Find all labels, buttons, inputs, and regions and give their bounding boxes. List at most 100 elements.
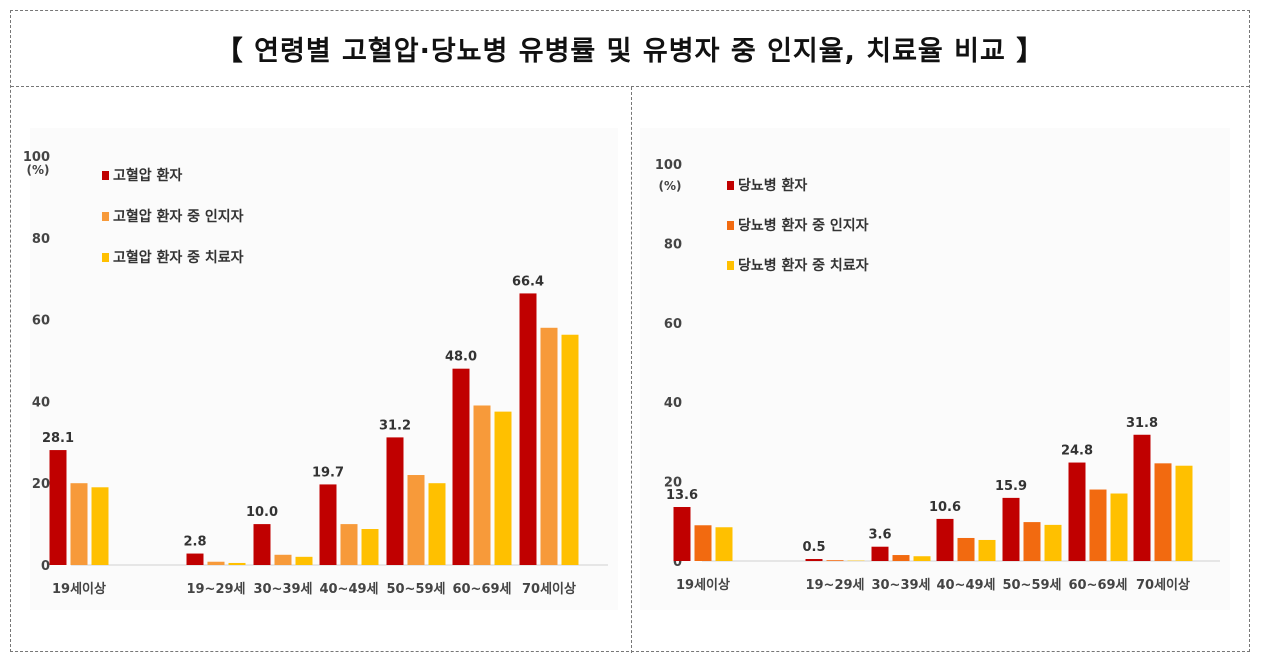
y-tick-label: 60 — [664, 317, 682, 332]
x-tick-label: 30~39세 — [253, 582, 312, 597]
hypertension-chart: 0 20 40 60 80 100(%) 28.1 2.8 10.0 19.7 31.2 48.0 66… — [23, 128, 618, 610]
bar — [1044, 524, 1062, 561]
bar — [957, 537, 975, 561]
diabetes-chart: 0 20 40 60 80 100 (%) 13.6 0.5 3.6 10.6 15.9 24.8 31.… — [640, 128, 1230, 610]
bar — [407, 475, 425, 565]
figure-frame: 【 연령별 고혈압·당뇨병 유병률 및 유병자 중 인지율, 치료율 비교 】 — [10, 10, 1250, 653]
x-tick-label: 70세이상 — [1136, 577, 1190, 593]
y-tick-label: 20 — [32, 477, 50, 492]
x-tick-label: 50~59세 — [1002, 578, 1061, 593]
legend-label: 고혈압 환자 중 인지자 — [113, 208, 244, 225]
bar — [936, 518, 954, 561]
bar — [1068, 462, 1086, 561]
panel-divider — [631, 87, 632, 653]
legend-swatch — [727, 261, 734, 270]
x-tick-label: 30~39세 — [871, 578, 930, 593]
bar — [91, 487, 109, 565]
y-tick-label: 100 — [655, 158, 682, 173]
bar — [1175, 465, 1193, 561]
legend-label: 고혈압 환자 — [113, 167, 182, 184]
data-label: 15.9 — [995, 479, 1027, 494]
bar — [715, 527, 733, 561]
y-tick-label: 0 — [41, 559, 50, 574]
y-axis-unit: (%) — [659, 179, 682, 193]
bar — [871, 546, 889, 561]
bar — [978, 539, 996, 561]
x-tick-label: 60~69세 — [452, 582, 511, 597]
bar — [49, 450, 67, 565]
y-tick-label: 80 — [664, 237, 682, 252]
bar — [253, 524, 271, 565]
title-row: 【 연령별 고혈압·당뇨병 유병률 및 유병자 중 인지율, 치료율 비교 】 — [11, 11, 1249, 87]
bar — [694, 525, 712, 561]
bar — [428, 483, 446, 565]
y-tick-label: 100 — [23, 150, 50, 165]
bar — [519, 293, 537, 565]
x-tick-label: 40~49세 — [319, 582, 378, 597]
legend-label: 당뇨병 환자 중 치료자 — [738, 257, 869, 274]
data-label: 3.6 — [868, 528, 891, 543]
bar — [892, 555, 910, 561]
bar — [70, 483, 88, 565]
y-tick-label: 0 — [673, 555, 682, 570]
x-tick-label: 19세이상 — [676, 577, 730, 593]
bar — [340, 524, 358, 565]
y-tick-label: 20 — [664, 476, 682, 491]
legend-label: 당뇨병 환자 중 인지자 — [738, 217, 869, 234]
page-title: 【 연령별 고혈압·당뇨병 유병률 및 유병자 중 인지율, 치료율 비교 】 — [215, 36, 1045, 67]
bar — [805, 559, 823, 561]
x-tick-label: 19~29세 — [186, 582, 245, 597]
bar — [913, 556, 931, 561]
x-tick-label: 50~59세 — [386, 582, 445, 597]
x-tick-label: 19~29세 — [805, 578, 864, 593]
bar — [1002, 497, 1020, 561]
legend-swatch — [727, 221, 734, 230]
y-tick-label: 60 — [32, 314, 50, 329]
bar — [673, 507, 691, 561]
bar — [274, 554, 292, 565]
legend-label: 고혈압 환자 중 치료자 — [113, 249, 244, 266]
data-label: 19.7 — [312, 465, 344, 480]
plot-area — [640, 128, 1230, 610]
bar — [386, 437, 404, 565]
x-tick-label: 70세이상 — [522, 581, 576, 597]
bar — [186, 553, 204, 565]
data-label: 66.4 — [512, 274, 544, 289]
data-label: 24.8 — [1061, 444, 1093, 459]
data-label: 31.2 — [379, 418, 411, 433]
bar — [1110, 493, 1128, 561]
legend-label: 당뇨병 환자 — [738, 177, 807, 194]
y-tick-label: 80 — [32, 232, 50, 247]
x-tick-label: 19세이상 — [52, 581, 106, 597]
bar — [295, 556, 313, 565]
x-tick-label: 40~49세 — [936, 578, 995, 593]
data-label: 48.0 — [445, 350, 477, 365]
legend-swatch — [727, 181, 734, 190]
bar — [228, 562, 246, 565]
bar — [540, 327, 558, 565]
legend-swatch — [102, 212, 109, 221]
legend-swatch — [102, 171, 109, 180]
data-label: 28.1 — [42, 431, 74, 446]
bar — [207, 561, 225, 565]
bar — [1133, 434, 1151, 561]
bar — [1023, 522, 1041, 561]
bar — [452, 368, 470, 565]
bar — [561, 334, 579, 565]
data-label: 31.8 — [1126, 416, 1158, 431]
data-label: 2.8 — [183, 535, 206, 550]
data-label: 10.6 — [929, 500, 961, 515]
x-tick-label: 60~69세 — [1068, 578, 1127, 593]
legend-swatch — [102, 253, 109, 262]
y-axis-unit: (%) — [27, 163, 50, 177]
bar — [361, 529, 379, 565]
bar — [1089, 489, 1107, 561]
data-label: 10.0 — [246, 505, 278, 520]
bar — [1154, 463, 1172, 561]
bar — [319, 484, 337, 565]
bar — [494, 411, 512, 565]
y-tick-label: 40 — [32, 395, 50, 410]
bar — [473, 405, 491, 565]
data-label: 13.6 — [666, 488, 698, 503]
y-tick-label: 40 — [664, 396, 682, 411]
